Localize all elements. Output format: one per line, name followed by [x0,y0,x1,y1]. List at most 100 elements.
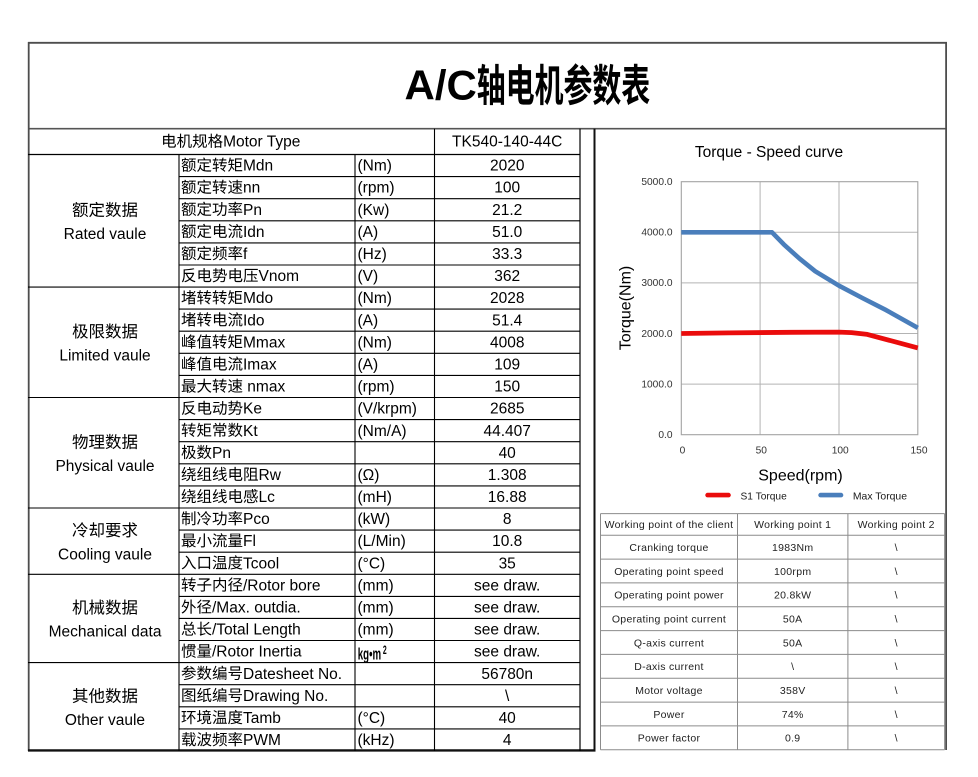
svg-text:Cranking torque: Cranking torque [629,542,708,554]
svg-text:Rated vaule: Rated vaule [64,226,147,243]
svg-text:Vnom: Vnom [259,268,300,285]
svg-text:\: \ [791,661,794,673]
svg-text:Torque(Nm): Torque(Nm) [618,266,635,350]
svg-text:(Nm): (Nm) [358,290,392,307]
svg-text:(Kw): (Kw) [358,202,390,219]
svg-text:(°C): (°C) [358,710,386,727]
svg-text:(rpm): (rpm) [358,379,395,396]
svg-text:21.2: 21.2 [492,202,522,219]
svg-text:(Nm): (Nm) [358,158,392,175]
svg-text:PWM: PWM [243,732,281,749]
svg-text:50A: 50A [783,637,803,649]
svg-text:Working point 1: Working point 1 [754,519,831,531]
svg-text:56780n: 56780n [481,666,533,683]
svg-text:5000.0: 5000.0 [641,177,672,188]
svg-text:see draw.: see draw. [474,622,540,639]
svg-text:Operating point power: Operating point power [614,590,724,602]
svg-text:f: f [243,246,248,263]
svg-text:Torque - Speed curve: Torque - Speed curve [695,144,843,161]
svg-text:109: 109 [494,357,520,374]
svg-text:Operating point current: Operating point current [612,614,726,626]
svg-text:150: 150 [494,379,520,396]
svg-text:44.407: 44.407 [483,423,530,440]
svg-text:Tcool: Tcool [243,555,279,572]
svg-text:S1 Torque: S1 Torque [741,491,788,502]
svg-text:100rpm: 100rpm [774,566,811,578]
svg-text:\: \ [895,614,898,626]
svg-text:(Nm): (Nm) [358,334,392,351]
svg-text:\: \ [895,590,898,602]
svg-text:1983Nm: 1983Nm [772,542,814,554]
svg-text:(Nm/A): (Nm/A) [358,423,407,440]
svg-text:(Hz): (Hz) [358,246,387,263]
svg-text:(kW): (kW) [358,511,391,528]
svg-text:/Rotor bore: /Rotor bore [243,577,321,594]
svg-text:Mdn: Mdn [243,158,273,175]
svg-text:Kt: Kt [243,423,258,440]
svg-text:362: 362 [494,268,520,285]
svg-text:0.0: 0.0 [658,430,672,441]
svg-text:3000.0: 3000.0 [641,278,672,289]
svg-text:50A: 50A [783,614,803,626]
svg-text:Other vaule: Other vaule [65,712,145,729]
svg-text:Q-axis current: Q-axis current [634,637,704,649]
svg-text:2000.0: 2000.0 [641,329,672,340]
svg-text:Working point 2: Working point 2 [858,519,935,531]
svg-text:Operating point speed: Operating point speed [614,566,724,578]
svg-text:Mmax: Mmax [243,334,285,351]
svg-text:/Max. outdia.: /Max. outdia. [212,600,301,617]
svg-text:74%: 74% [782,709,804,721]
svg-text:A/C: A/C [405,62,477,109]
svg-text:40: 40 [499,445,517,462]
svg-text:2: 2 [383,644,387,657]
svg-text:(mm): (mm) [358,600,394,617]
svg-text:Limited vaule: Limited vaule [59,348,150,365]
svg-text:51.4: 51.4 [492,312,523,329]
svg-text:4000.0: 4000.0 [641,228,672,239]
svg-text:Cooling vaule: Cooling vaule [58,546,152,563]
svg-text:(mm): (mm) [358,577,394,594]
svg-text:Max Torque: Max Torque [853,491,907,502]
svg-text:Power: Power [653,709,684,721]
svg-text:see draw.: see draw. [474,577,540,594]
svg-text:Pn: Pn [243,202,262,219]
svg-text:(mH): (mH) [358,489,392,506]
svg-text:2020: 2020 [490,158,525,175]
svg-text:16.88: 16.88 [488,489,527,506]
svg-text:(A): (A) [358,224,379,241]
svg-text:(L/Min): (L/Min) [358,533,406,550]
svg-text:358V: 358V [780,685,806,697]
svg-text:(Ω): (Ω) [358,467,380,484]
svg-text:(V/krpm): (V/krpm) [358,401,417,418]
svg-text:1.308: 1.308 [488,467,527,484]
svg-text:\: \ [895,566,898,578]
svg-text:1000.0: 1000.0 [641,379,672,390]
svg-text:Ido: Ido [243,312,265,329]
svg-text:Imax: Imax [243,357,277,374]
svg-text:Rw: Rw [259,467,282,484]
svg-text:Power factor: Power factor [638,733,701,745]
svg-text:/Total Length: /Total Length [212,622,301,639]
svg-text:TK540-140-44C: TK540-140-44C [452,134,562,151]
svg-text:\: \ [895,542,898,554]
svg-text:Physical vaule: Physical vaule [55,458,154,475]
svg-text:see draw.: see draw. [474,600,540,617]
svg-text:Lc: Lc [259,489,276,506]
svg-text:/Rotor Inertia: /Rotor Inertia [212,644,302,661]
svg-text:0.9: 0.9 [785,733,801,745]
svg-text:see draw.: see draw. [474,644,540,661]
svg-text:nmax: nmax [247,379,285,396]
svg-text:35: 35 [499,555,516,572]
svg-text:33.3: 33.3 [492,246,522,263]
svg-text:Mdo: Mdo [243,290,273,307]
svg-text:\: \ [895,733,898,745]
svg-text:Drawing No.: Drawing No. [243,688,328,705]
svg-text:(V): (V) [358,268,379,285]
svg-text:51.0: 51.0 [492,224,523,241]
svg-text:40: 40 [499,710,517,727]
svg-text:(kHz): (kHz) [358,732,395,749]
svg-text:Motor voltage: Motor voltage [635,685,703,697]
svg-text:Ke: Ke [243,401,262,418]
svg-text:\: \ [895,685,898,697]
svg-text:Datesheet No.: Datesheet No. [243,666,342,683]
